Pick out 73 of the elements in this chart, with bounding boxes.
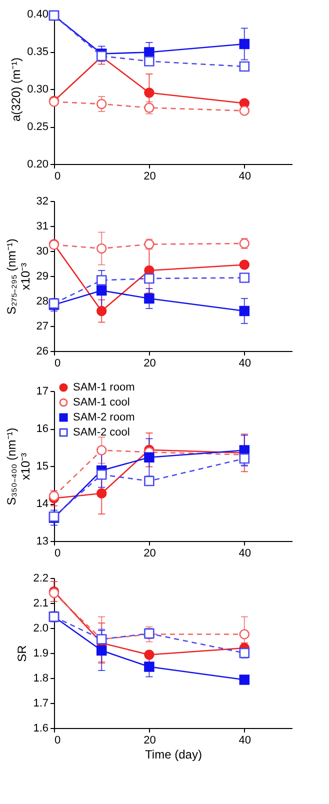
point <box>239 61 250 72</box>
point <box>144 650 154 660</box>
point <box>96 488 107 498</box>
point <box>144 452 154 462</box>
y-tick-label: 0.20 <box>27 158 48 170</box>
y-axis-title: S₂₇₅₋₂₉₅ (nm⁻¹) x10⁻³ <box>4 238 32 314</box>
point <box>239 38 250 50</box>
legend-label: SAM-1 cool <box>73 396 130 408</box>
point <box>144 293 154 304</box>
y-tick-label: 2.1 <box>33 598 48 610</box>
point <box>239 674 250 685</box>
y-tick-label: 1.9 <box>33 648 48 660</box>
x-tick-label: 20 <box>144 358 156 370</box>
x-tick-label: 0 <box>54 358 61 370</box>
y-tick-label: 0.25 <box>27 121 48 133</box>
x-tick-label: 40 <box>238 548 252 560</box>
point <box>239 106 250 116</box>
x-tick-label: 20 <box>144 734 156 746</box>
y-tick-label: 14 <box>36 498 48 510</box>
y-tick-label: 17 <box>36 386 48 398</box>
x-tick-label: 20 <box>144 548 156 560</box>
y-tick-label: 1.7 <box>33 698 48 710</box>
x-tick-label: 40 <box>238 358 252 370</box>
x-tick-label: 40 <box>238 734 252 746</box>
y-tick-label: 31 <box>36 220 48 232</box>
y-tick-label: 0.30 <box>27 84 48 96</box>
point <box>144 47 154 58</box>
y-tick-label: 2.0 <box>33 622 48 634</box>
y-tick-label: 26 <box>36 346 48 358</box>
point <box>96 98 107 110</box>
y-tick-label: 0.40 <box>27 8 48 20</box>
point <box>48 490 60 502</box>
point <box>239 648 250 658</box>
legend-label: SAM-2 room <box>73 412 135 424</box>
y-tick-label: 2.2 <box>33 572 48 584</box>
point <box>239 272 250 283</box>
point <box>96 285 107 296</box>
y-tick-label: 16 <box>36 423 48 435</box>
y-tick-label: 27 <box>36 320 48 332</box>
point <box>144 273 154 284</box>
x-tick-label: 40 <box>238 170 252 182</box>
point <box>239 306 250 316</box>
point <box>144 56 154 66</box>
point <box>96 306 107 316</box>
y-tick-label: 1.6 <box>33 722 48 734</box>
y-tick-label: 32 <box>36 196 48 208</box>
x-tick-label: 0 <box>54 734 61 746</box>
x-tick-label: 20 <box>144 170 156 182</box>
point <box>96 275 107 286</box>
point <box>239 629 250 640</box>
y-tick-label: 15 <box>36 460 48 472</box>
point <box>144 476 154 486</box>
point <box>96 243 107 254</box>
point <box>144 662 154 672</box>
x-tick-label: 0 <box>54 170 61 182</box>
point <box>144 88 154 98</box>
y-tick-label: 0.35 <box>27 46 48 58</box>
y-axis-title: S₃₅₀₋₄₀₀ (nm⁻¹) x10⁻³ <box>4 428 32 506</box>
y-tick-label: 28 <box>36 296 48 308</box>
point <box>96 470 107 480</box>
y-axis-title: a(320) (m⁻¹) <box>9 57 24 122</box>
y-tick-label: 1.8 <box>33 672 48 684</box>
legend-label: SAM-1 room <box>73 382 135 394</box>
y-tick-label: 29 <box>36 270 48 282</box>
x-tick-label: 0 <box>54 548 61 560</box>
point <box>239 260 250 270</box>
y-tick-label: 30 <box>36 246 48 258</box>
y-axis-title: SR <box>15 644 30 662</box>
x-axis-title: Time (day) <box>145 748 202 762</box>
y-tick-label: 13 <box>36 536 48 548</box>
point <box>96 445 107 456</box>
point <box>239 453 250 464</box>
legend-label: SAM-2 cool <box>73 426 130 438</box>
